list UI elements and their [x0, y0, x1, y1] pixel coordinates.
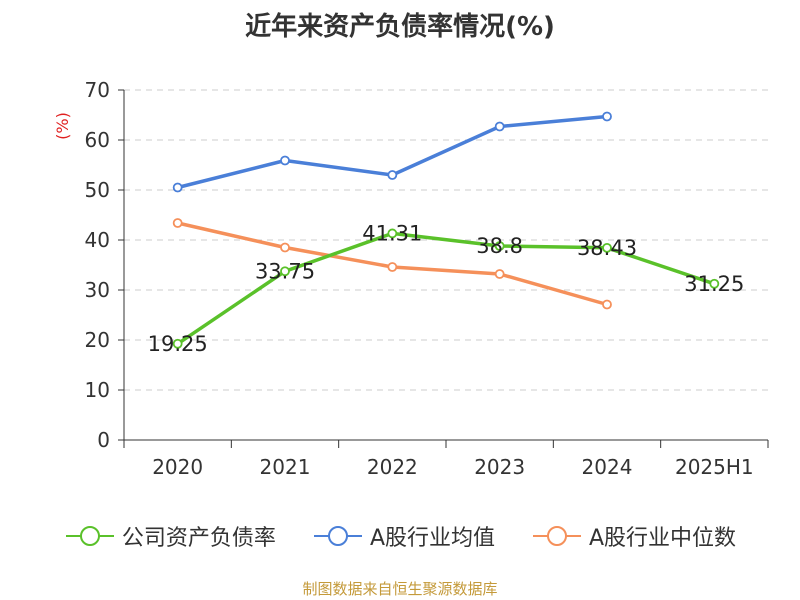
x-tick-label: 2021	[260, 455, 311, 479]
data-label: 41.31	[362, 221, 422, 245]
y-axis-label: (%)	[53, 112, 72, 140]
data-point	[602, 111, 612, 122]
legend-swatch-icon	[313, 526, 362, 546]
data-point	[602, 242, 612, 253]
y-tick-label: 0	[97, 428, 110, 452]
y-tick-label: 70	[85, 78, 110, 102]
data-point	[172, 218, 183, 228]
data-point	[387, 170, 398, 180]
data-point	[709, 278, 720, 289]
data-point	[602, 299, 612, 310]
legend-label: A股行业均值	[369, 526, 495, 551]
data-point	[387, 262, 398, 272]
y-tick-label: 40	[85, 228, 110, 252]
data-point	[280, 242, 290, 253]
data-point	[172, 182, 183, 193]
y-tick-label: 60	[85, 128, 110, 152]
chart-legend: 公司资产负债率 A股行业均值 A股行业中位数	[0, 520, 800, 552]
data-label: 19.25	[148, 332, 208, 356]
legend-item[interactable]: A股行业中位数	[531, 520, 736, 552]
legend-swatch-icon	[533, 526, 581, 546]
data-point	[387, 228, 398, 239]
data-point	[280, 266, 290, 277]
x-tick-label: 2022	[367, 455, 418, 479]
data-point	[494, 241, 505, 251]
data-point	[172, 338, 183, 349]
data-label: 31.25	[684, 272, 744, 296]
data-label: 38.8	[476, 234, 523, 258]
legend-item[interactable]: 公司资产负债率	[64, 520, 276, 552]
data-point	[280, 155, 290, 166]
x-tick-label: 2024	[582, 455, 633, 479]
source-note: 制图数据来自恒生聚源数据库	[302, 580, 498, 598]
legend-item[interactable]: A股行业均值	[312, 520, 495, 552]
data-label: 33.75	[255, 259, 315, 283]
chart-title: 近年来资产负债率情况(%)	[245, 12, 555, 42]
x-tick-label: 2020	[152, 455, 203, 479]
series-line	[176, 231, 715, 346]
legend-swatch-icon	[65, 526, 114, 546]
x-tick-label: 2023	[474, 455, 525, 479]
legend-label: A股行业中位数	[589, 526, 737, 551]
y-tick-label: 30	[85, 278, 110, 302]
x-tick-label: 2025H1	[675, 455, 754, 479]
y-tick-label: 10	[85, 378, 110, 402]
data-point	[494, 269, 505, 279]
legend-label: 公司资产负债率	[121, 526, 276, 551]
data-point	[494, 121, 505, 132]
data-label: 38.43	[577, 236, 637, 260]
y-tick-label: 50	[85, 178, 110, 202]
y-tick-label: 20	[85, 328, 110, 352]
